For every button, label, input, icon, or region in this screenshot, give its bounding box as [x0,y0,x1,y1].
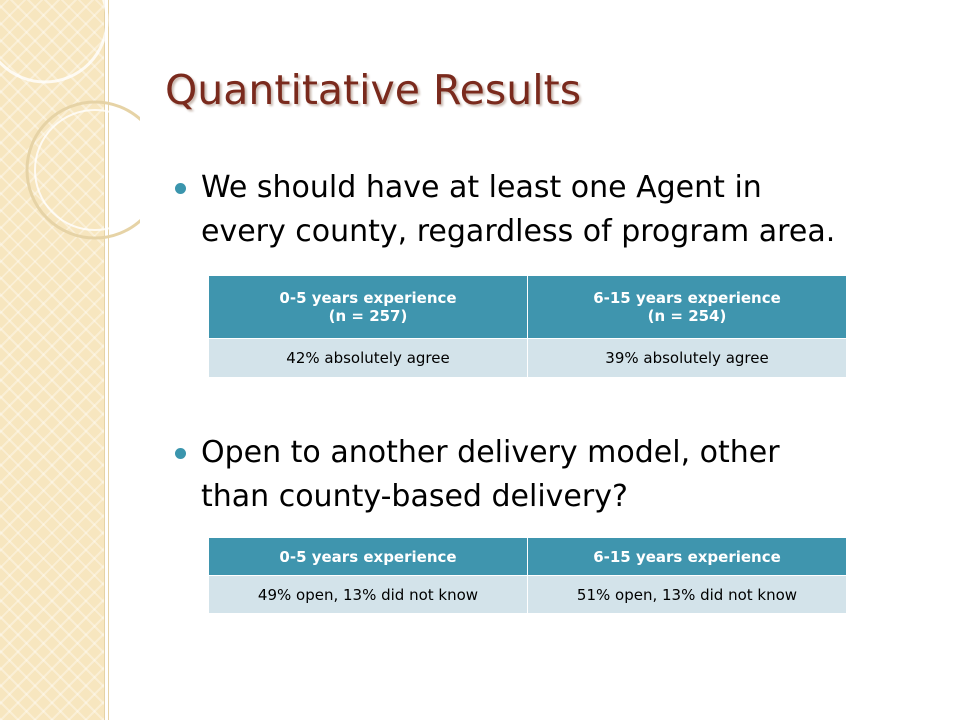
header-cell: 6-15 years experience (n = 254) [527,275,847,339]
bullet: Open to another delivery model, other tha… [175,431,780,519]
decorative-strip [0,0,104,720]
divider [104,0,105,720]
bullet-dot [175,183,186,194]
data-table: 0-5 years experience (n = 257) 6-15 years … [208,275,847,378]
data-table: 0-5 years experience 6-15 years experienc… [208,537,847,614]
header-cell: 0-5 years experience [208,537,528,576]
bullet-text: We should have at least one Agent in [201,170,762,205]
header-row: 0-5 years experience 6-15 years experienc… [208,537,847,576]
header-text: (n = 257) [328,307,408,325]
header-text: 0-5 years experience [279,547,457,566]
data-cell: 49% open, 13% did not know [208,575,528,614]
header-text: 0-5 years experience [279,289,457,307]
divider [108,0,109,720]
header-cell: 0-5 years experience (n = 257) [208,275,528,339]
data-cell: 42% absolutely agree [208,338,528,378]
data-cell: 51% open, 13% did not know [527,575,847,614]
decorative-circles [0,0,140,240]
bullet: We should have at least one Agent in ever… [175,166,835,254]
header-text: 6-15 years experience [593,547,781,566]
bullet-text: every county, regardless of program area… [201,214,836,249]
header-text: 6-15 years experience [593,289,781,307]
data-cell: 39% absolutely agree [527,338,847,378]
header-cell: 6-15 years experience [527,537,847,576]
header-row: 0-5 years experience (n = 257) 6-15 years … [208,275,847,339]
header-text: (n = 254) [647,307,727,325]
bullet-dot [175,448,186,459]
slide-title: Quantitative Results [165,66,582,114]
bullet-text: than county-based delivery? [201,479,628,514]
data-row: 42% absolutely agree 39% absolutely agree [208,338,847,378]
data-row: 49% open, 13% did not know 51% open, 13% … [208,575,847,614]
bullet-text: Open to another delivery model, other [201,435,780,470]
